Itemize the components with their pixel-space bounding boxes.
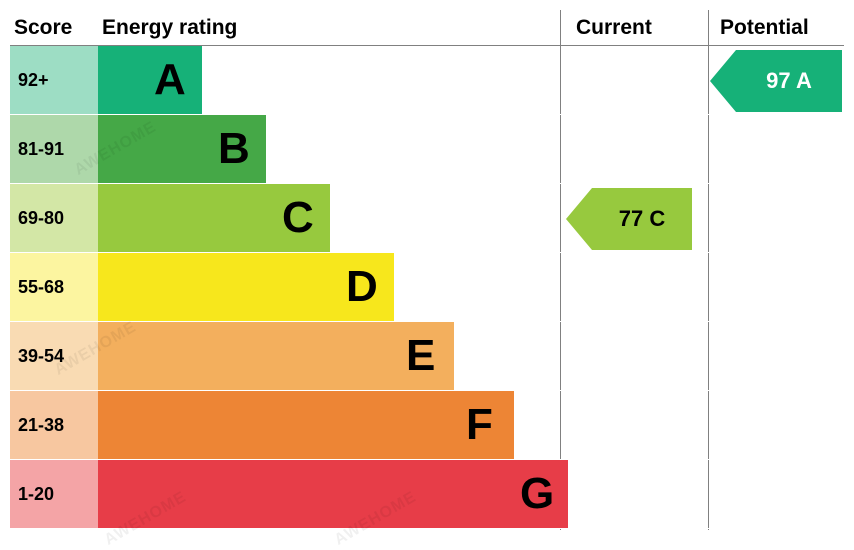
potential-arrow: 97 A bbox=[710, 50, 842, 112]
rating-letter: G bbox=[520, 460, 554, 528]
band-rows: 92+A97 A81-91B69-80C77 C55-68D39-54E21-3… bbox=[10, 46, 844, 529]
band-row-a: 92+ A 97 A bbox=[10, 46, 844, 115]
score-cell: 69-80 bbox=[10, 184, 98, 252]
header-current: Current bbox=[576, 10, 652, 46]
rating-letter: A bbox=[154, 46, 186, 114]
score-cell: 92+ bbox=[10, 46, 98, 114]
header-rating: Energy rating bbox=[102, 10, 237, 46]
score-cell: 55-68 bbox=[10, 253, 98, 321]
current-arrow: 77 C bbox=[566, 188, 692, 250]
header-score: Score bbox=[14, 10, 72, 46]
band-row-b: 81-91 B bbox=[10, 115, 844, 184]
rating-letter: D bbox=[346, 253, 378, 321]
epc-chart: Score Energy rating Current Potential 92… bbox=[10, 10, 844, 540]
band-row-f: 21-38 F bbox=[10, 391, 844, 460]
band-row-c: 69-80 C 77 C bbox=[10, 184, 844, 253]
rating-letter: F bbox=[466, 391, 493, 459]
score-cell: 81-91 bbox=[10, 115, 98, 183]
score-cell: 1-20 bbox=[10, 460, 98, 528]
rating-bar bbox=[98, 322, 454, 390]
score-cell: 21-38 bbox=[10, 391, 98, 459]
rating-bar bbox=[98, 460, 568, 528]
band-row-g: 1-20 G bbox=[10, 460, 844, 529]
rating-bar bbox=[98, 46, 202, 114]
score-cell: 39-54 bbox=[10, 322, 98, 390]
band-row-d: 55-68 D bbox=[10, 253, 844, 322]
band-row-e: 39-54 E bbox=[10, 322, 844, 391]
rating-bar bbox=[98, 391, 514, 459]
rating-letter: B bbox=[218, 115, 250, 183]
header-potential: Potential bbox=[720, 10, 809, 46]
header-row: Score Energy rating Current Potential bbox=[10, 10, 844, 46]
rating-letter: E bbox=[406, 322, 435, 390]
rating-letter: C bbox=[282, 184, 314, 252]
